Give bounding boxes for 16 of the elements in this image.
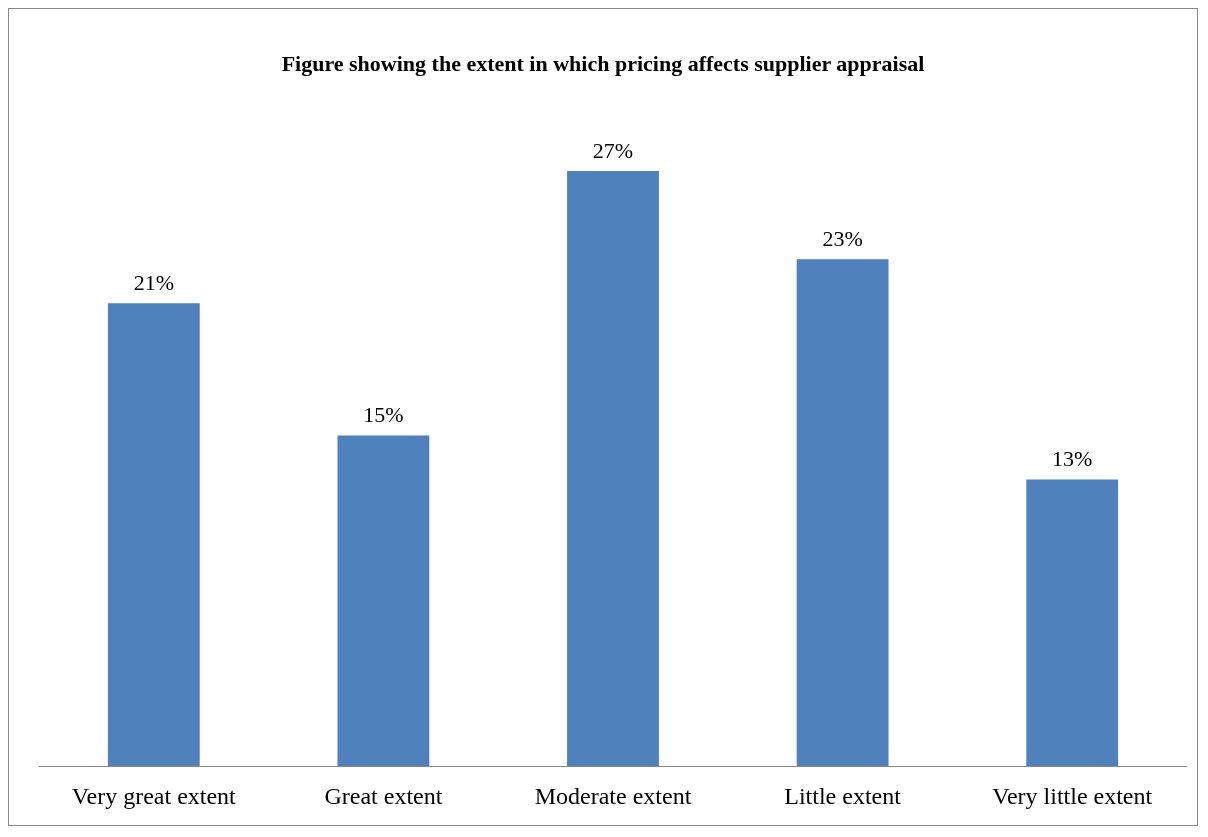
data-label: 27% (592, 137, 634, 163)
bar (337, 435, 430, 766)
x-tick-label: Little extent (784, 783, 902, 809)
x-tick-label: Moderate extent (534, 783, 692, 809)
bar (107, 303, 200, 766)
data-label: 15% (363, 402, 404, 427)
bar (1026, 479, 1119, 766)
bar (796, 259, 889, 766)
x-tick-label: Very little extent (992, 783, 1153, 809)
data-label: 13% (1052, 446, 1093, 472)
bar (567, 171, 659, 766)
chart-title: Figure showing the extent in which pricing affects supplier appraisal (281, 50, 925, 76)
x-tick-label: Great extent (324, 783, 443, 809)
data-label: 23% (822, 225, 863, 251)
x-tick-label: Very great extent (71, 783, 237, 809)
data-label: 21% (133, 269, 174, 295)
